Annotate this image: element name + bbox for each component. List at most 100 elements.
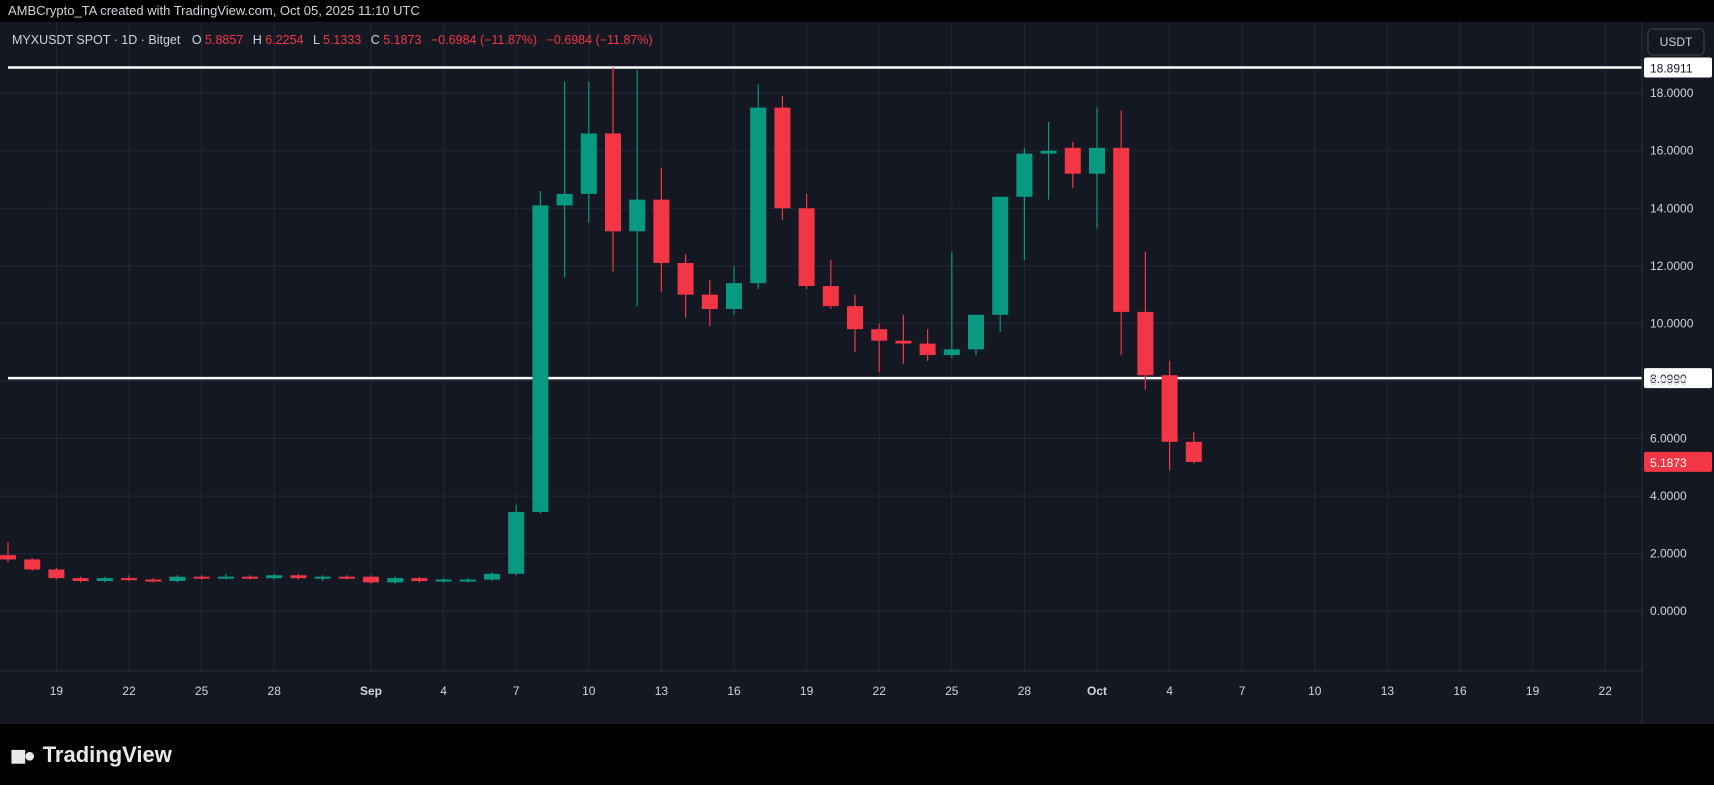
x-tick-label: 22 — [873, 684, 887, 698]
candle-body — [556, 193, 573, 206]
candle[interactable] — [363, 575, 379, 584]
candle-body — [96, 578, 113, 581]
x-tick-label: 22 — [1599, 684, 1613, 698]
candle[interactable] — [48, 568, 65, 580]
candle[interactable] — [847, 294, 863, 353]
currency-button[interactable]: USDT — [1647, 28, 1705, 56]
candle[interactable] — [653, 168, 670, 292]
candle-body — [266, 575, 283, 579]
chart-credit: AMBCrypto_TA created with TradingView.co… — [0, 0, 1714, 22]
candle[interactable] — [556, 81, 573, 278]
candle[interactable] — [774, 96, 791, 220]
candle[interactable] — [72, 576, 89, 583]
candle[interactable] — [798, 193, 815, 289]
candle-body — [1064, 147, 1081, 174]
candle-body — [895, 340, 912, 344]
candle-body — [919, 343, 936, 356]
x-tick-label: 19 — [50, 684, 64, 698]
candle[interactable] — [169, 575, 186, 583]
candle[interactable] — [508, 504, 525, 576]
candle[interactable] — [919, 329, 936, 361]
candle-body — [0, 555, 16, 560]
candle[interactable] — [943, 251, 960, 358]
candle[interactable] — [701, 280, 718, 327]
candle[interactable] — [822, 260, 839, 310]
candle[interactable] — [1113, 110, 1130, 356]
level-label-box — [1644, 57, 1712, 78]
y-tick-label: 18.0000 — [1650, 86, 1694, 100]
candle[interactable] — [266, 573, 283, 580]
candle[interactable] — [871, 323, 888, 373]
candle[interactable] — [1040, 121, 1057, 200]
currency-button-label: USDT — [1660, 35, 1693, 49]
y-tick-label: 12.0000 — [1650, 259, 1694, 273]
candle[interactable] — [629, 70, 646, 307]
y-tick-label: 10.0000 — [1650, 316, 1694, 330]
candle[interactable] — [532, 191, 549, 514]
candle[interactable] — [1161, 360, 1178, 471]
tradingview-logo[interactable]: ◼● TradingView — [10, 742, 172, 768]
y-tick-label: 14.0000 — [1650, 201, 1694, 215]
x-tick-label: 13 — [655, 684, 669, 698]
candle-body — [1040, 150, 1057, 154]
chart-area[interactable]: 18.8911 8.0990 0.0000 2.0000 4.0000 6.0000 8.… — [0, 22, 1714, 724]
candle[interactable] — [411, 576, 428, 583]
candle-body — [193, 576, 210, 579]
candle[interactable] — [314, 575, 331, 581]
candlestick-chart[interactable]: 18.8911 8.0990 0.0000 2.0000 4.0000 6.0000 8.… — [0, 22, 1714, 724]
candle[interactable] — [0, 542, 16, 563]
last-price-label: 5.1873 — [1650, 456, 1687, 470]
candle[interactable] — [580, 81, 597, 223]
x-tick-label: 10 — [582, 684, 596, 698]
candle[interactable] — [96, 576, 113, 583]
candle-body — [1089, 147, 1105, 174]
x-tick-label: 16 — [727, 684, 741, 698]
x-tick-label: Sep — [360, 684, 382, 698]
candle-body — [1137, 311, 1154, 376]
legend-low-label: L — [313, 33, 320, 47]
candle-body — [314, 576, 331, 579]
last-price-box — [1644, 451, 1712, 472]
candle[interactable] — [1064, 142, 1081, 189]
x-tick-label: 7 — [1239, 684, 1246, 698]
candle-body — [653, 199, 670, 263]
candle[interactable] — [145, 578, 162, 583]
candle-body — [822, 286, 839, 307]
candle[interactable] — [605, 67, 621, 272]
candle[interactable] — [895, 314, 912, 364]
x-tick-label: 7 — [513, 684, 520, 698]
candle[interactable] — [290, 573, 307, 580]
candle[interactable] — [24, 557, 41, 571]
x-tick-label: 25 — [195, 684, 209, 698]
candle[interactable] — [217, 573, 234, 580]
candle-body — [72, 578, 89, 581]
legend-open-label: O — [192, 33, 202, 47]
candle-body — [169, 576, 186, 581]
footer: ◼● TradingView — [0, 724, 1714, 785]
candle[interactable] — [677, 254, 694, 318]
candle-body — [968, 314, 984, 350]
candle[interactable] — [484, 572, 500, 581]
candle[interactable] — [121, 575, 137, 581]
x-tick-label: 28 — [268, 684, 282, 698]
candle[interactable] — [1016, 147, 1033, 261]
candle[interactable] — [750, 84, 767, 289]
candle[interactable] — [1137, 251, 1154, 390]
candle[interactable] — [968, 314, 984, 356]
candle-body — [1161, 375, 1178, 442]
legend-symbol[interactable]: MYXUSDT SPOT · 1D · Bitget — [12, 33, 181, 47]
candle[interactable] — [459, 578, 476, 583]
candle[interactable] — [338, 575, 355, 580]
candle[interactable] — [193, 575, 210, 580]
candle[interactable] — [726, 265, 742, 315]
candle-body — [459, 579, 476, 582]
legend-close-value: 5.1873 — [383, 33, 421, 47]
candle[interactable] — [435, 578, 452, 583]
candle[interactable] — [387, 576, 404, 584]
candle[interactable] — [992, 196, 1009, 333]
candle[interactable] — [242, 575, 258, 580]
candle[interactable] — [1185, 432, 1202, 464]
candle[interactable] — [1089, 107, 1105, 229]
x-tick-label: 13 — [1381, 684, 1395, 698]
level-lines: 18.8911 8.0990 — [8, 57, 1712, 389]
